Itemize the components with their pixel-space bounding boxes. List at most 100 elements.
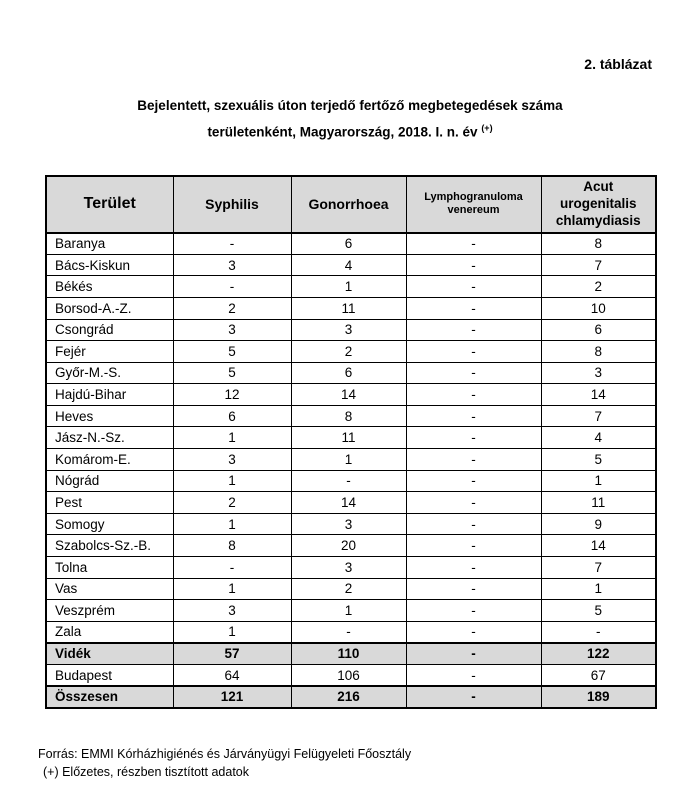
value-cell: 14 bbox=[540, 383, 657, 406]
value-cell: 1 bbox=[290, 275, 407, 298]
value-cell: 4 bbox=[290, 253, 407, 277]
title-footnote-marker: (+) bbox=[481, 123, 493, 133]
region-cell: Hajdú-Bihar bbox=[45, 383, 174, 406]
region-cell: Baranya bbox=[45, 232, 174, 255]
table-row: Somogy 1 3-9 bbox=[45, 512, 657, 536]
value-cell: 11 bbox=[290, 296, 407, 320]
value-cell: 1 bbox=[540, 469, 657, 493]
table-row: Komárom-E. 3 1-5 bbox=[45, 448, 657, 471]
table-body: Baranya -6-8 Bács-Kiskun 3 4-7 Békés -1-2 Borso… bbox=[45, 232, 657, 709]
value-cell: 8 bbox=[290, 404, 407, 428]
value-cell: - bbox=[405, 577, 542, 601]
value-cell: - bbox=[405, 361, 542, 385]
region-cell: Budapest bbox=[45, 664, 174, 687]
table-row: Fejér 5 2-8 bbox=[45, 340, 657, 363]
value-cell: 11 bbox=[290, 426, 407, 450]
value-cell: 4 bbox=[540, 426, 657, 450]
value-cell: 106 bbox=[290, 664, 407, 687]
table-row: Nógrád 1- -1 bbox=[45, 469, 657, 493]
value-cell: - bbox=[405, 685, 542, 709]
table-row: Tolna -3-7 bbox=[45, 556, 657, 579]
table-row: Szabolcs-Sz.-B. 8 20-14 bbox=[45, 534, 657, 558]
value-cell: - bbox=[405, 448, 542, 471]
value-cell: 1 bbox=[540, 577, 657, 601]
region-cell: Zala bbox=[45, 620, 174, 644]
value-cell: 1 bbox=[172, 512, 292, 536]
value-cell: 3 bbox=[172, 318, 292, 342]
region-cell: Somogy bbox=[45, 512, 174, 536]
title-line-2: területenként, Magyarország, 2018. I. n.… bbox=[0, 117, 700, 144]
column-header-1: Syphilis bbox=[172, 175, 292, 234]
table-summary-row: Vidék 57 110-122 bbox=[45, 641, 657, 665]
value-cell: 3 bbox=[172, 253, 292, 277]
value-cell: - bbox=[405, 641, 542, 665]
value-cell: 7 bbox=[540, 556, 657, 579]
value-cell: 2 bbox=[290, 577, 407, 601]
value-cell: - bbox=[290, 469, 407, 493]
region-cell: Heves bbox=[45, 404, 174, 428]
value-cell: 14 bbox=[540, 534, 657, 558]
value-cell: 5 bbox=[172, 361, 292, 385]
region-cell: Veszprém bbox=[45, 599, 174, 622]
title-line-1: Bejelentett, szexuális úton terjedő fert… bbox=[137, 98, 563, 113]
value-cell: 3 bbox=[172, 448, 292, 471]
value-cell: - bbox=[405, 275, 542, 298]
region-cell: Bács-Kiskun bbox=[45, 253, 174, 277]
value-cell: 1 bbox=[290, 448, 407, 471]
value-cell: 1 bbox=[172, 426, 292, 450]
value-cell: 1 bbox=[172, 577, 292, 601]
value-cell: 3 bbox=[172, 599, 292, 622]
value-cell: 10 bbox=[540, 296, 657, 320]
value-cell: 7 bbox=[540, 404, 657, 428]
value-cell: 2 bbox=[290, 340, 407, 363]
value-cell: 121 bbox=[172, 685, 292, 709]
table-header: Terület Syphilis Gonorrhoea Lymphogranuloma… bbox=[45, 175, 657, 234]
value-cell: 3 bbox=[290, 512, 407, 536]
value-cell: - bbox=[405, 318, 542, 342]
value-cell: 12 bbox=[172, 383, 292, 406]
value-cell: - bbox=[405, 296, 542, 320]
value-cell: 57 bbox=[172, 641, 292, 665]
table-number-label: 2. táblázat bbox=[584, 56, 652, 72]
region-cell: Fejér bbox=[45, 340, 174, 363]
value-cell: 122 bbox=[540, 641, 657, 665]
value-cell: 8 bbox=[172, 534, 292, 558]
region-cell: Összesen bbox=[45, 685, 174, 709]
source-line: Forrás: EMMI Kórházhigiénés és Járványüg… bbox=[38, 747, 412, 761]
value-cell: 11 bbox=[540, 491, 657, 514]
value-cell: 216 bbox=[290, 685, 407, 709]
value-cell: 5 bbox=[540, 448, 657, 471]
value-cell: 3 bbox=[290, 556, 407, 579]
value-cell: - bbox=[405, 664, 542, 687]
footer: Forrás: EMMI Kórházhigiénés és Járványüg… bbox=[38, 745, 411, 781]
table-row: Hajdú-Bihar 12 14-14 bbox=[45, 383, 657, 406]
title-line-2-text: területenként, Magyarország, 2018. I. n.… bbox=[207, 124, 478, 140]
value-cell: 14 bbox=[290, 491, 407, 514]
value-cell: 1 bbox=[290, 599, 407, 622]
region-cell: Győr-M.-S. bbox=[45, 361, 174, 385]
value-cell: 2 bbox=[172, 296, 292, 320]
value-cell: 6 bbox=[290, 232, 407, 255]
value-cell: 67 bbox=[540, 664, 657, 687]
table-row: Baranya -6-8 bbox=[45, 232, 657, 255]
value-cell: 14 bbox=[290, 383, 407, 406]
value-cell: - bbox=[405, 491, 542, 514]
table-row: Borsod-A.-Z. 2 11-10 bbox=[45, 296, 657, 320]
column-header-4: Acut urogenitalis chlamydiasis bbox=[540, 175, 657, 234]
value-cell: - bbox=[405, 426, 542, 450]
value-cell: - bbox=[405, 534, 542, 558]
value-cell: 1 bbox=[172, 620, 292, 644]
region-cell: Vidék bbox=[45, 641, 174, 665]
value-cell: 20 bbox=[290, 534, 407, 558]
value-cell: - bbox=[405, 469, 542, 493]
value-cell: 64 bbox=[172, 664, 292, 687]
region-cell: Nógrád bbox=[45, 469, 174, 493]
region-cell: Csongrád bbox=[45, 318, 174, 342]
table-row: Bács-Kiskun 3 4-7 bbox=[45, 253, 657, 277]
value-cell: - bbox=[405, 599, 542, 622]
value-cell: 5 bbox=[540, 599, 657, 622]
table-row: Békés -1-2 bbox=[45, 275, 657, 298]
value-cell: 8 bbox=[540, 340, 657, 363]
value-cell: - bbox=[172, 556, 292, 579]
